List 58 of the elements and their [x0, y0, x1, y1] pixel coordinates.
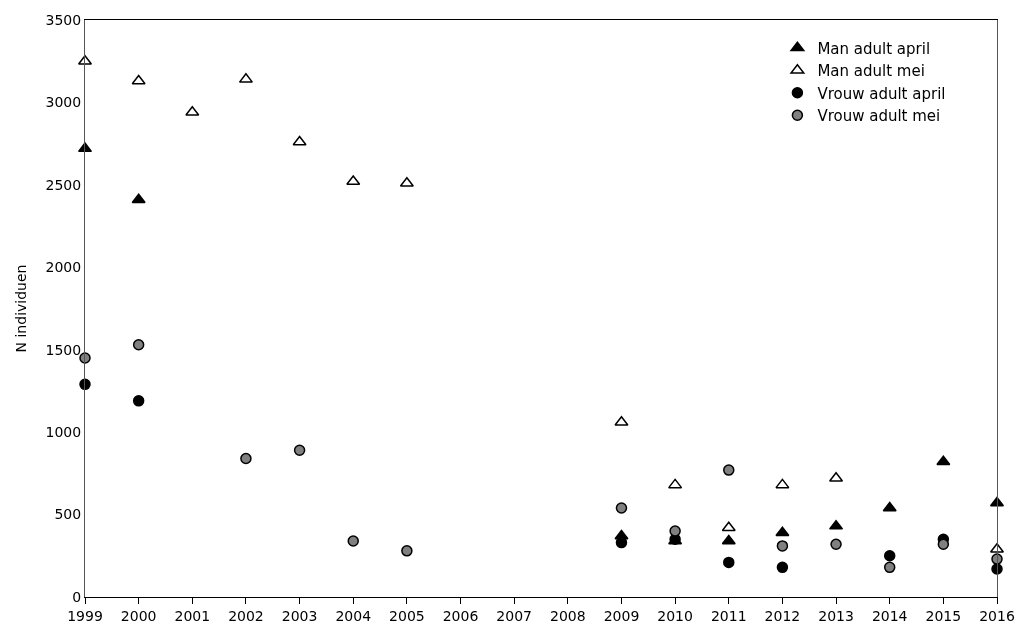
- point: [830, 538, 842, 550]
- y-axis-title: N individuen: [13, 264, 30, 353]
- point: [721, 534, 736, 545]
- x-tick-label: 2007: [496, 607, 532, 624]
- legend-label: Man adult april: [817, 39, 931, 58]
- point: [399, 176, 414, 187]
- point: [936, 455, 951, 466]
- x-tick-label: 2011: [710, 607, 747, 624]
- y-tick-label: 2000: [45, 259, 82, 276]
- point: [401, 545, 413, 557]
- x-tick-label: 2013: [818, 607, 854, 624]
- point: [668, 478, 683, 489]
- point: [615, 502, 628, 514]
- point: [723, 464, 735, 476]
- x-tick-label: 2003: [281, 607, 318, 624]
- legend-label: Vrouw adult april: [817, 84, 946, 103]
- y-tick-label: 1000: [45, 424, 82, 441]
- x-tick-label: 2001: [174, 607, 211, 624]
- point: [132, 395, 145, 407]
- y-tick-label: 500: [54, 506, 82, 523]
- x-tick-label: 2006: [442, 607, 479, 624]
- x-tick-label: 1999: [67, 607, 103, 624]
- point: [882, 501, 897, 512]
- point: [776, 540, 789, 552]
- point: [775, 526, 790, 537]
- point: [669, 525, 681, 537]
- legend-label: Vrouw adult mei: [817, 107, 941, 126]
- point: [775, 478, 790, 489]
- point: [131, 74, 146, 85]
- x-tick-label: 2008: [550, 607, 586, 624]
- x-tick-label: 2009: [603, 607, 640, 624]
- x-tick-label: 2000: [120, 607, 157, 624]
- y-tick-label: 0: [72, 588, 82, 605]
- point: [883, 550, 896, 562]
- point: [347, 535, 359, 547]
- point: [723, 556, 735, 569]
- y-tick-label: 3500: [45, 11, 82, 28]
- point: [292, 135, 307, 146]
- point: [721, 521, 736, 532]
- point: [346, 175, 361, 186]
- y-tick-label: 1500: [45, 341, 82, 358]
- x-tick-label: 2002: [228, 607, 264, 624]
- point: [131, 193, 146, 204]
- x-tick-label: 2014: [871, 607, 908, 624]
- y-tick-label: 3000: [45, 94, 82, 111]
- x-tick-label: 2015: [925, 607, 962, 624]
- legend-label: Man adult mei: [817, 62, 925, 81]
- point: [883, 561, 896, 574]
- x-tick-label: 2004: [335, 607, 372, 624]
- y-tick-label: 2500: [45, 176, 82, 193]
- point: [132, 339, 145, 351]
- x-tick-label: 2012: [764, 607, 801, 624]
- x-tick-label: 2005: [389, 607, 425, 624]
- x-tick-label: 2016: [979, 607, 1015, 624]
- point: [776, 561, 789, 574]
- x-tick-label: 2010: [657, 607, 693, 624]
- point: [240, 452, 252, 465]
- point: [293, 444, 306, 457]
